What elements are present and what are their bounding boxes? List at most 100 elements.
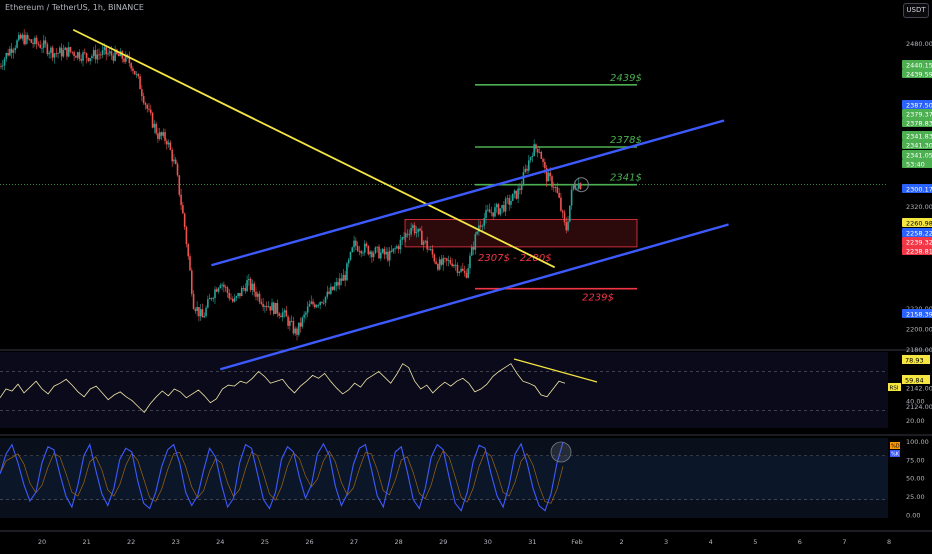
candle-body	[517, 189, 519, 199]
time-tick-label: 28	[394, 538, 402, 546]
candle-body	[476, 232, 478, 234]
candle-body	[193, 294, 195, 309]
rsi-value-label: 59.84	[905, 377, 924, 385]
candle-body	[259, 294, 261, 302]
candle-body	[45, 40, 47, 44]
candle-body	[166, 141, 168, 145]
candle-body	[162, 132, 164, 136]
time-tick-label: 25	[261, 538, 269, 546]
candle-body	[34, 38, 36, 44]
candle-body	[548, 173, 550, 182]
candle-body	[343, 275, 345, 281]
support-zone[interactable]	[405, 219, 637, 247]
chart-title: Ethereum / TetherUS, 1h, BINANCE	[5, 3, 144, 12]
candle-body	[535, 144, 537, 149]
time-tick-label: 27	[350, 538, 358, 546]
candle-body	[118, 54, 120, 56]
trendline-downtrend[interactable]	[73, 30, 554, 268]
candle-body	[524, 169, 526, 172]
candle-body	[266, 306, 268, 307]
candle-body	[80, 59, 82, 61]
candle-body	[234, 298, 236, 301]
candle-body	[332, 287, 334, 290]
candle-body	[549, 173, 551, 177]
candle-body	[451, 264, 453, 266]
candle-body	[13, 50, 15, 52]
currency-button[interactable]: USDT	[903, 3, 929, 18]
candle-body	[86, 53, 88, 58]
candle-body	[59, 48, 61, 53]
candle-body	[278, 313, 280, 315]
candle-body	[450, 260, 452, 263]
time-tick-label: 23	[172, 538, 180, 546]
candle-body	[567, 221, 569, 230]
candle-body	[187, 244, 189, 256]
stoch-tick-label: 25.00	[906, 493, 925, 501]
candle-body	[492, 212, 494, 216]
price-axis-badge-label: 2378.83	[906, 120, 932, 128]
rsi-pane-bg	[0, 352, 888, 428]
candle-body	[73, 52, 75, 56]
candle-body	[368, 246, 370, 254]
candle-body	[264, 306, 266, 307]
candle-body	[196, 307, 198, 311]
candle-body	[227, 287, 229, 293]
candle-body	[25, 35, 27, 44]
candle-body	[357, 246, 359, 251]
candle-body	[173, 160, 175, 162]
candle-body	[275, 303, 277, 314]
candle-body	[250, 279, 252, 290]
candle-body	[209, 298, 211, 299]
candle-body	[294, 329, 296, 334]
candle-body	[355, 241, 357, 246]
candle-body	[302, 318, 304, 327]
candle-body	[155, 124, 157, 134]
price-axis-badge-label: 2440.15	[906, 62, 932, 70]
candle-body	[77, 52, 79, 57]
candle-body	[366, 244, 368, 246]
candle-body	[514, 191, 516, 194]
candle-body	[136, 74, 138, 75]
candle-body	[293, 321, 295, 333]
candle-body	[389, 251, 391, 261]
candle-body	[414, 225, 416, 233]
candle-body	[539, 152, 541, 153]
candle-body	[168, 143, 170, 145]
candle-body	[503, 205, 505, 212]
candle-body	[378, 247, 380, 259]
candle-body	[530, 157, 532, 160]
candle-body	[565, 222, 567, 230]
candle-body	[516, 191, 518, 199]
level-label: 2239$	[582, 293, 614, 304]
candle-body	[100, 55, 102, 56]
candle-body	[170, 143, 172, 150]
candle-body	[9, 49, 11, 56]
candle-body	[526, 169, 528, 171]
candle-body	[398, 246, 400, 249]
candle-body	[458, 272, 460, 273]
candle-body	[519, 189, 521, 190]
candle-body	[489, 210, 491, 213]
candle-body	[426, 241, 428, 250]
stoch-marker-circle	[551, 442, 571, 462]
candle-body	[157, 133, 159, 139]
candle-body	[221, 285, 223, 286]
candle-body	[146, 105, 148, 109]
candle-body	[371, 252, 373, 257]
candle-body	[88, 58, 90, 61]
candle-body	[47, 44, 49, 54]
stoch-tick-label: 0.00	[906, 511, 920, 519]
price-tick-label: 2142.00	[906, 385, 932, 393]
candle-body	[321, 302, 323, 303]
candle-body	[248, 279, 250, 280]
candle-body	[360, 251, 362, 253]
candle-body	[362, 253, 364, 254]
candle-body	[66, 48, 68, 57]
candle-body	[20, 35, 22, 39]
price-axis-badge-label: 2239.32	[906, 239, 932, 247]
candle-body	[57, 53, 59, 54]
candle-body	[285, 310, 287, 316]
candle-body	[392, 248, 394, 251]
candle-body	[132, 68, 134, 70]
